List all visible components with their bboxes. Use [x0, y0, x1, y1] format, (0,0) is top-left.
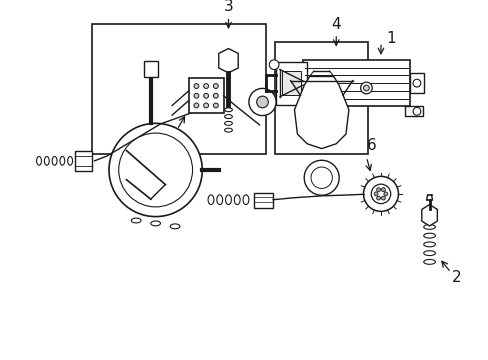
Circle shape [363, 176, 398, 211]
Circle shape [256, 96, 268, 108]
Text: 1: 1 [385, 31, 395, 46]
Bar [188, 78, 223, 113]
Ellipse shape [224, 114, 232, 118]
Ellipse shape [224, 128, 232, 132]
Polygon shape [294, 76, 348, 149]
Circle shape [203, 84, 208, 89]
Ellipse shape [52, 157, 57, 165]
Bar [405, 107, 422, 116]
Bar [75, 151, 92, 171]
Bar [92, 24, 265, 154]
Circle shape [373, 192, 377, 196]
Circle shape [194, 93, 199, 98]
Bar [275, 42, 367, 154]
Ellipse shape [225, 195, 231, 204]
Circle shape [194, 103, 199, 108]
Circle shape [412, 107, 420, 115]
Bar [253, 193, 273, 208]
Bar [143, 61, 157, 77]
Circle shape [376, 196, 380, 200]
Circle shape [269, 60, 279, 69]
Circle shape [248, 88, 276, 116]
Polygon shape [421, 204, 436, 226]
Bar [281, 72, 301, 95]
Ellipse shape [224, 108, 232, 112]
Text: 2: 2 [451, 270, 461, 285]
Ellipse shape [234, 195, 240, 204]
Ellipse shape [67, 157, 72, 165]
Ellipse shape [131, 218, 141, 223]
Ellipse shape [208, 195, 213, 204]
Circle shape [381, 188, 385, 192]
Ellipse shape [37, 157, 41, 165]
Ellipse shape [150, 221, 160, 226]
Ellipse shape [60, 157, 64, 165]
Bar [303, 60, 409, 107]
Polygon shape [218, 49, 238, 73]
Circle shape [310, 167, 332, 188]
Ellipse shape [224, 121, 232, 125]
Text: 3: 3 [223, 0, 233, 14]
Bar [409, 73, 423, 93]
Circle shape [412, 79, 420, 87]
Ellipse shape [423, 233, 434, 238]
Circle shape [363, 85, 368, 91]
Circle shape [213, 93, 218, 98]
Ellipse shape [44, 157, 49, 165]
Ellipse shape [170, 224, 180, 229]
Circle shape [383, 192, 387, 196]
Circle shape [381, 196, 385, 200]
Ellipse shape [423, 225, 434, 229]
Text: 4: 4 [331, 17, 341, 32]
Ellipse shape [423, 242, 434, 247]
Circle shape [203, 93, 208, 98]
Circle shape [119, 133, 192, 207]
Circle shape [213, 103, 218, 108]
Circle shape [213, 84, 218, 89]
Circle shape [109, 123, 202, 217]
Ellipse shape [423, 251, 434, 256]
Text: 5: 5 [178, 135, 187, 150]
Circle shape [304, 160, 339, 195]
Ellipse shape [243, 195, 248, 204]
Text: 6: 6 [366, 138, 375, 153]
Circle shape [360, 82, 371, 94]
Bar [276, 62, 306, 104]
Ellipse shape [423, 260, 434, 264]
Ellipse shape [216, 195, 222, 204]
Circle shape [376, 188, 380, 192]
Circle shape [203, 103, 208, 108]
Circle shape [194, 84, 199, 89]
Circle shape [370, 184, 390, 204]
